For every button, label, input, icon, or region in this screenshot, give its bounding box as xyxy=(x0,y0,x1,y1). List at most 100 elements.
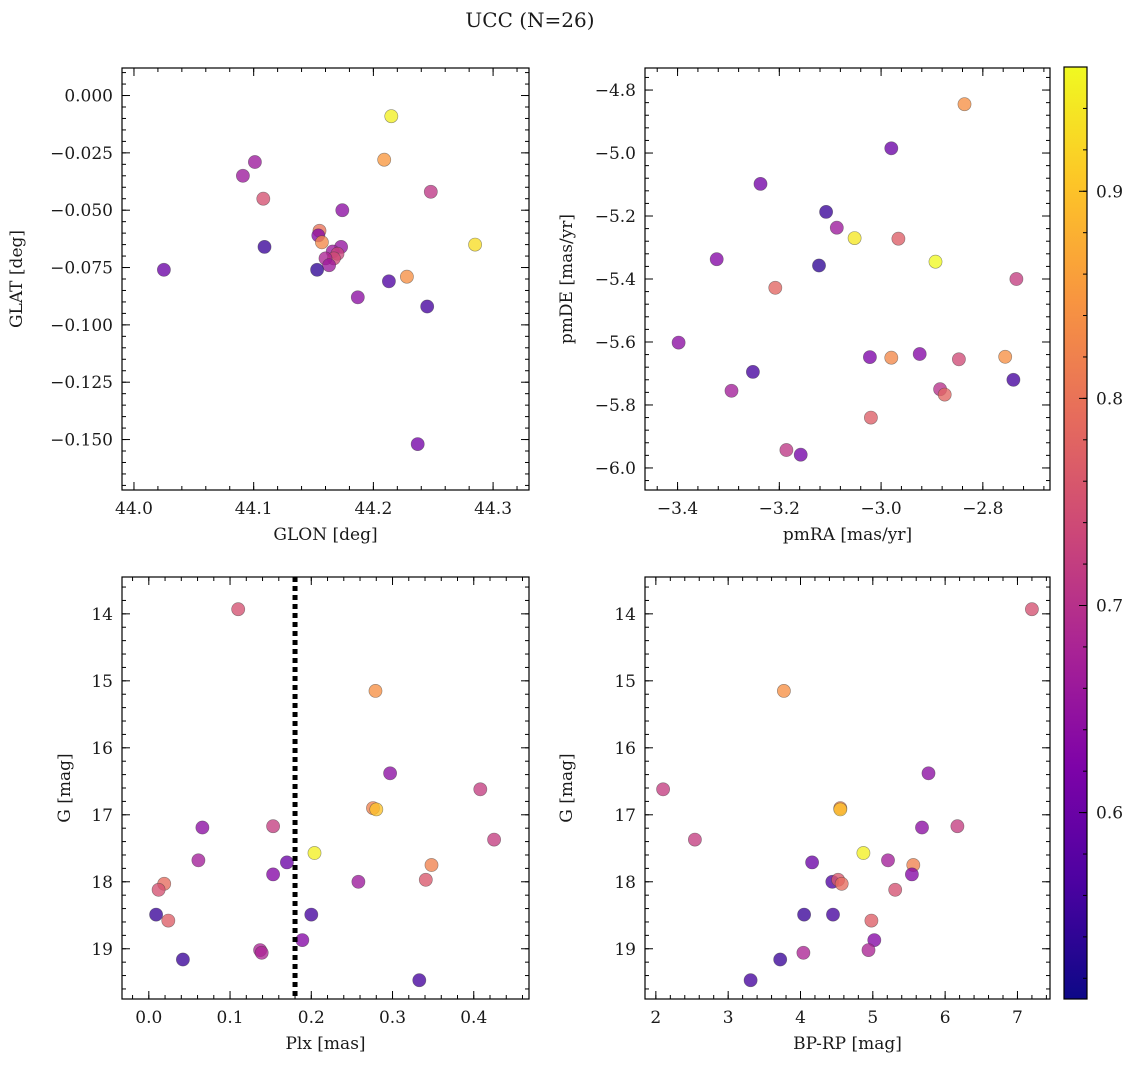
colorbar-tick-label: 0.8 xyxy=(1096,389,1123,409)
x-tick-label: −3.2 xyxy=(759,499,800,519)
data-point xyxy=(884,141,899,156)
data-point xyxy=(156,262,171,277)
y-tick-label: 14 xyxy=(91,605,113,625)
y-tick-label: 18 xyxy=(614,873,636,893)
data-point xyxy=(753,176,768,191)
scatter-points xyxy=(156,109,482,451)
x-tick-label: 2 xyxy=(650,1008,661,1028)
data-point xyxy=(1009,272,1024,286)
x-tick-label: 0.1 xyxy=(217,1008,244,1028)
data-point xyxy=(797,907,811,922)
y-axis-label: GLAT [deg] xyxy=(7,230,27,328)
data-point xyxy=(998,349,1013,364)
data-point xyxy=(191,853,206,868)
y-tick-label: 17 xyxy=(91,806,113,826)
y-tick-label: 15 xyxy=(91,672,113,692)
data-point xyxy=(161,913,176,928)
data-point xyxy=(793,447,808,462)
data-point xyxy=(847,231,862,245)
x-tick-label: 44.0 xyxy=(115,499,153,519)
data-point xyxy=(310,262,324,277)
colorbar-gradient xyxy=(1064,67,1087,999)
data-point xyxy=(314,235,329,250)
data-point xyxy=(247,155,262,169)
data-point xyxy=(1006,372,1021,387)
figure-title: UCC (N=26) xyxy=(465,8,594,32)
x-tick-label: 0.4 xyxy=(460,1008,487,1028)
y-tick-label: −5.4 xyxy=(595,270,636,290)
data-point xyxy=(256,191,271,206)
y-tick-label: −0.075 xyxy=(50,259,113,279)
y-tick-label: −0.025 xyxy=(50,144,113,164)
data-point xyxy=(912,347,927,361)
x-tick-label: 44.3 xyxy=(474,499,512,519)
data-point xyxy=(671,335,686,350)
data-point xyxy=(420,299,435,314)
data-point xyxy=(195,820,210,835)
x-tick-label: 0.3 xyxy=(379,1008,406,1028)
data-point xyxy=(863,350,877,364)
x-tick-label: 5 xyxy=(867,1008,878,1028)
data-point xyxy=(369,802,384,817)
data-point xyxy=(418,872,433,887)
data-point xyxy=(864,913,879,928)
scatter-points xyxy=(671,97,1024,462)
data-point xyxy=(235,168,250,183)
y-tick-label: 19 xyxy=(91,940,113,960)
data-point xyxy=(743,973,758,988)
data-point xyxy=(377,152,392,167)
panel-glon-glat: 44.0 44.1 44.2 44.3 0.000 −0.025 −0.050 −0.075 −… xyxy=(7,67,530,545)
data-point xyxy=(861,943,876,957)
data-point xyxy=(473,782,488,797)
data-point xyxy=(254,945,269,960)
x-tick-label: 7 xyxy=(1012,1008,1023,1028)
data-point xyxy=(487,832,501,847)
y-tick-label: −5.6 xyxy=(595,333,636,353)
y-tick-label: 14 xyxy=(614,605,636,625)
y-axis-label: pmDE [mas/yr] xyxy=(557,214,577,344)
data-point xyxy=(1025,602,1039,617)
data-point xyxy=(881,853,895,868)
data-point xyxy=(656,782,670,797)
data-point xyxy=(266,819,280,834)
data-point xyxy=(768,280,783,295)
data-point xyxy=(350,290,365,305)
data-point xyxy=(381,274,396,289)
data-point xyxy=(952,352,966,367)
data-point xyxy=(905,867,919,882)
data-point xyxy=(957,97,972,112)
data-point xyxy=(307,846,322,860)
axes-frame xyxy=(644,67,1051,491)
data-point xyxy=(937,387,952,402)
data-point xyxy=(410,437,425,451)
data-point xyxy=(384,109,399,124)
scatter-points xyxy=(656,602,1039,988)
y-tick-label: 16 xyxy=(91,739,113,759)
data-point xyxy=(399,269,414,284)
data-point xyxy=(746,364,760,379)
data-point xyxy=(468,237,482,252)
panel-bprp-g: 2 3 4 5 6 7 14 15 16 17 18 19 BP-RP [mag] G [mag] xyxy=(557,576,1051,1054)
data-point xyxy=(257,239,272,254)
data-point xyxy=(295,933,310,947)
data-point xyxy=(856,846,871,860)
x-tick-label: 3 xyxy=(723,1008,734,1028)
y-tick-label: 16 xyxy=(614,739,636,759)
data-point xyxy=(368,684,383,698)
y-tick-label: −0.150 xyxy=(50,431,113,451)
y-tick-label: 15 xyxy=(614,672,636,692)
x-tick-label: −3.0 xyxy=(860,499,901,519)
y-tick-label: −5.8 xyxy=(595,396,636,416)
x-axis-label: GLON [deg] xyxy=(273,525,377,545)
data-point xyxy=(796,945,811,960)
x-tick-label: 44.1 xyxy=(235,499,273,519)
colorbar: 0.6 0.7 0.8 0.9 xyxy=(1063,66,1123,1000)
colorbar-tick-label: 0.9 xyxy=(1096,182,1123,202)
panel-pmra-pmde: −3.4 −3.2 −3.0 −2.8 −4.8 −5.0 −5.2 −5.4 −5.6 −5.8… xyxy=(557,67,1051,545)
data-point xyxy=(779,443,794,457)
data-point xyxy=(424,858,439,872)
axes-frame xyxy=(121,67,530,491)
data-point xyxy=(777,684,791,698)
y-tick-label: 0.000 xyxy=(64,87,113,107)
data-point xyxy=(151,882,166,897)
